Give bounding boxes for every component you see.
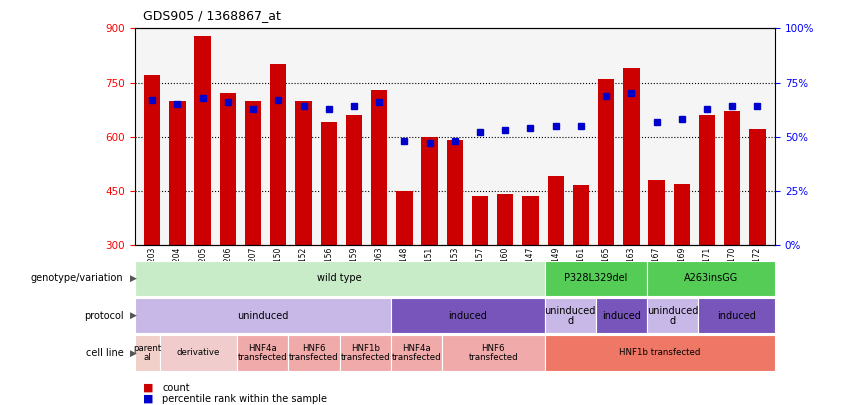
Bar: [144, 75, 161, 245]
Bar: [345, 115, 362, 245]
Text: percentile rank within the sample: percentile rank within the sample: [162, 394, 327, 404]
Text: uninduced: uninduced: [237, 311, 288, 321]
Bar: [648, 180, 665, 245]
Text: induced: induced: [602, 311, 641, 321]
Bar: [548, 177, 564, 245]
Text: count: count: [162, 383, 190, 393]
Bar: [422, 136, 437, 245]
Text: P328L329del: P328L329del: [564, 273, 628, 283]
Text: ▶: ▶: [130, 311, 137, 320]
Text: wild type: wild type: [317, 273, 362, 283]
Text: HNF4a
transfected: HNF4a transfected: [391, 344, 441, 362]
Text: HNF6
transfected: HNF6 transfected: [289, 344, 339, 362]
Text: protocol: protocol: [83, 311, 123, 321]
Bar: [623, 68, 640, 245]
Text: uninduced
d: uninduced d: [544, 306, 595, 326]
Bar: [497, 194, 514, 245]
Bar: [391, 298, 544, 333]
Bar: [135, 261, 544, 296]
Text: cell line: cell line: [86, 348, 123, 358]
Text: genotype/variation: genotype/variation: [30, 273, 123, 283]
Bar: [396, 191, 412, 245]
Text: ▶: ▶: [130, 274, 137, 283]
Bar: [573, 185, 589, 245]
Text: ■: ■: [143, 383, 154, 393]
Bar: [447, 140, 463, 245]
Bar: [749, 130, 766, 245]
Text: HNF1b
transfected: HNF1b transfected: [340, 344, 390, 362]
Bar: [220, 93, 236, 245]
Bar: [288, 335, 339, 371]
Bar: [598, 79, 615, 245]
Text: HNF4a
transfected: HNF4a transfected: [238, 344, 287, 362]
Text: induced: induced: [717, 311, 756, 321]
Bar: [699, 115, 715, 245]
Bar: [135, 335, 161, 371]
Bar: [647, 261, 775, 296]
Text: ■: ■: [143, 394, 154, 404]
Bar: [270, 64, 286, 245]
Bar: [523, 196, 539, 245]
Text: derivative: derivative: [177, 348, 220, 358]
Bar: [442, 335, 544, 371]
Bar: [295, 100, 312, 245]
Bar: [169, 100, 186, 245]
Text: uninduced
d: uninduced d: [647, 306, 699, 326]
Bar: [544, 261, 647, 296]
Bar: [339, 335, 391, 371]
Text: HNF1b transfected: HNF1b transfected: [619, 348, 700, 358]
Bar: [135, 298, 391, 333]
Bar: [391, 335, 442, 371]
Bar: [698, 298, 775, 333]
Text: ▶: ▶: [130, 348, 137, 358]
Text: HNF6
transfected: HNF6 transfected: [469, 344, 518, 362]
Bar: [544, 335, 775, 371]
Text: parent
al: parent al: [133, 344, 161, 362]
Text: GDS905 / 1368867_at: GDS905 / 1368867_at: [143, 9, 281, 22]
Bar: [472, 196, 488, 245]
Bar: [320, 122, 337, 245]
Text: A263insGG: A263insGG: [684, 273, 738, 283]
Text: induced: induced: [448, 311, 487, 321]
Bar: [724, 111, 740, 245]
Bar: [544, 298, 595, 333]
Bar: [674, 183, 690, 245]
Bar: [245, 100, 261, 245]
Bar: [237, 335, 288, 371]
Bar: [371, 90, 387, 245]
Bar: [595, 298, 647, 333]
Bar: [647, 298, 698, 333]
Bar: [161, 335, 237, 371]
Bar: [194, 36, 211, 245]
